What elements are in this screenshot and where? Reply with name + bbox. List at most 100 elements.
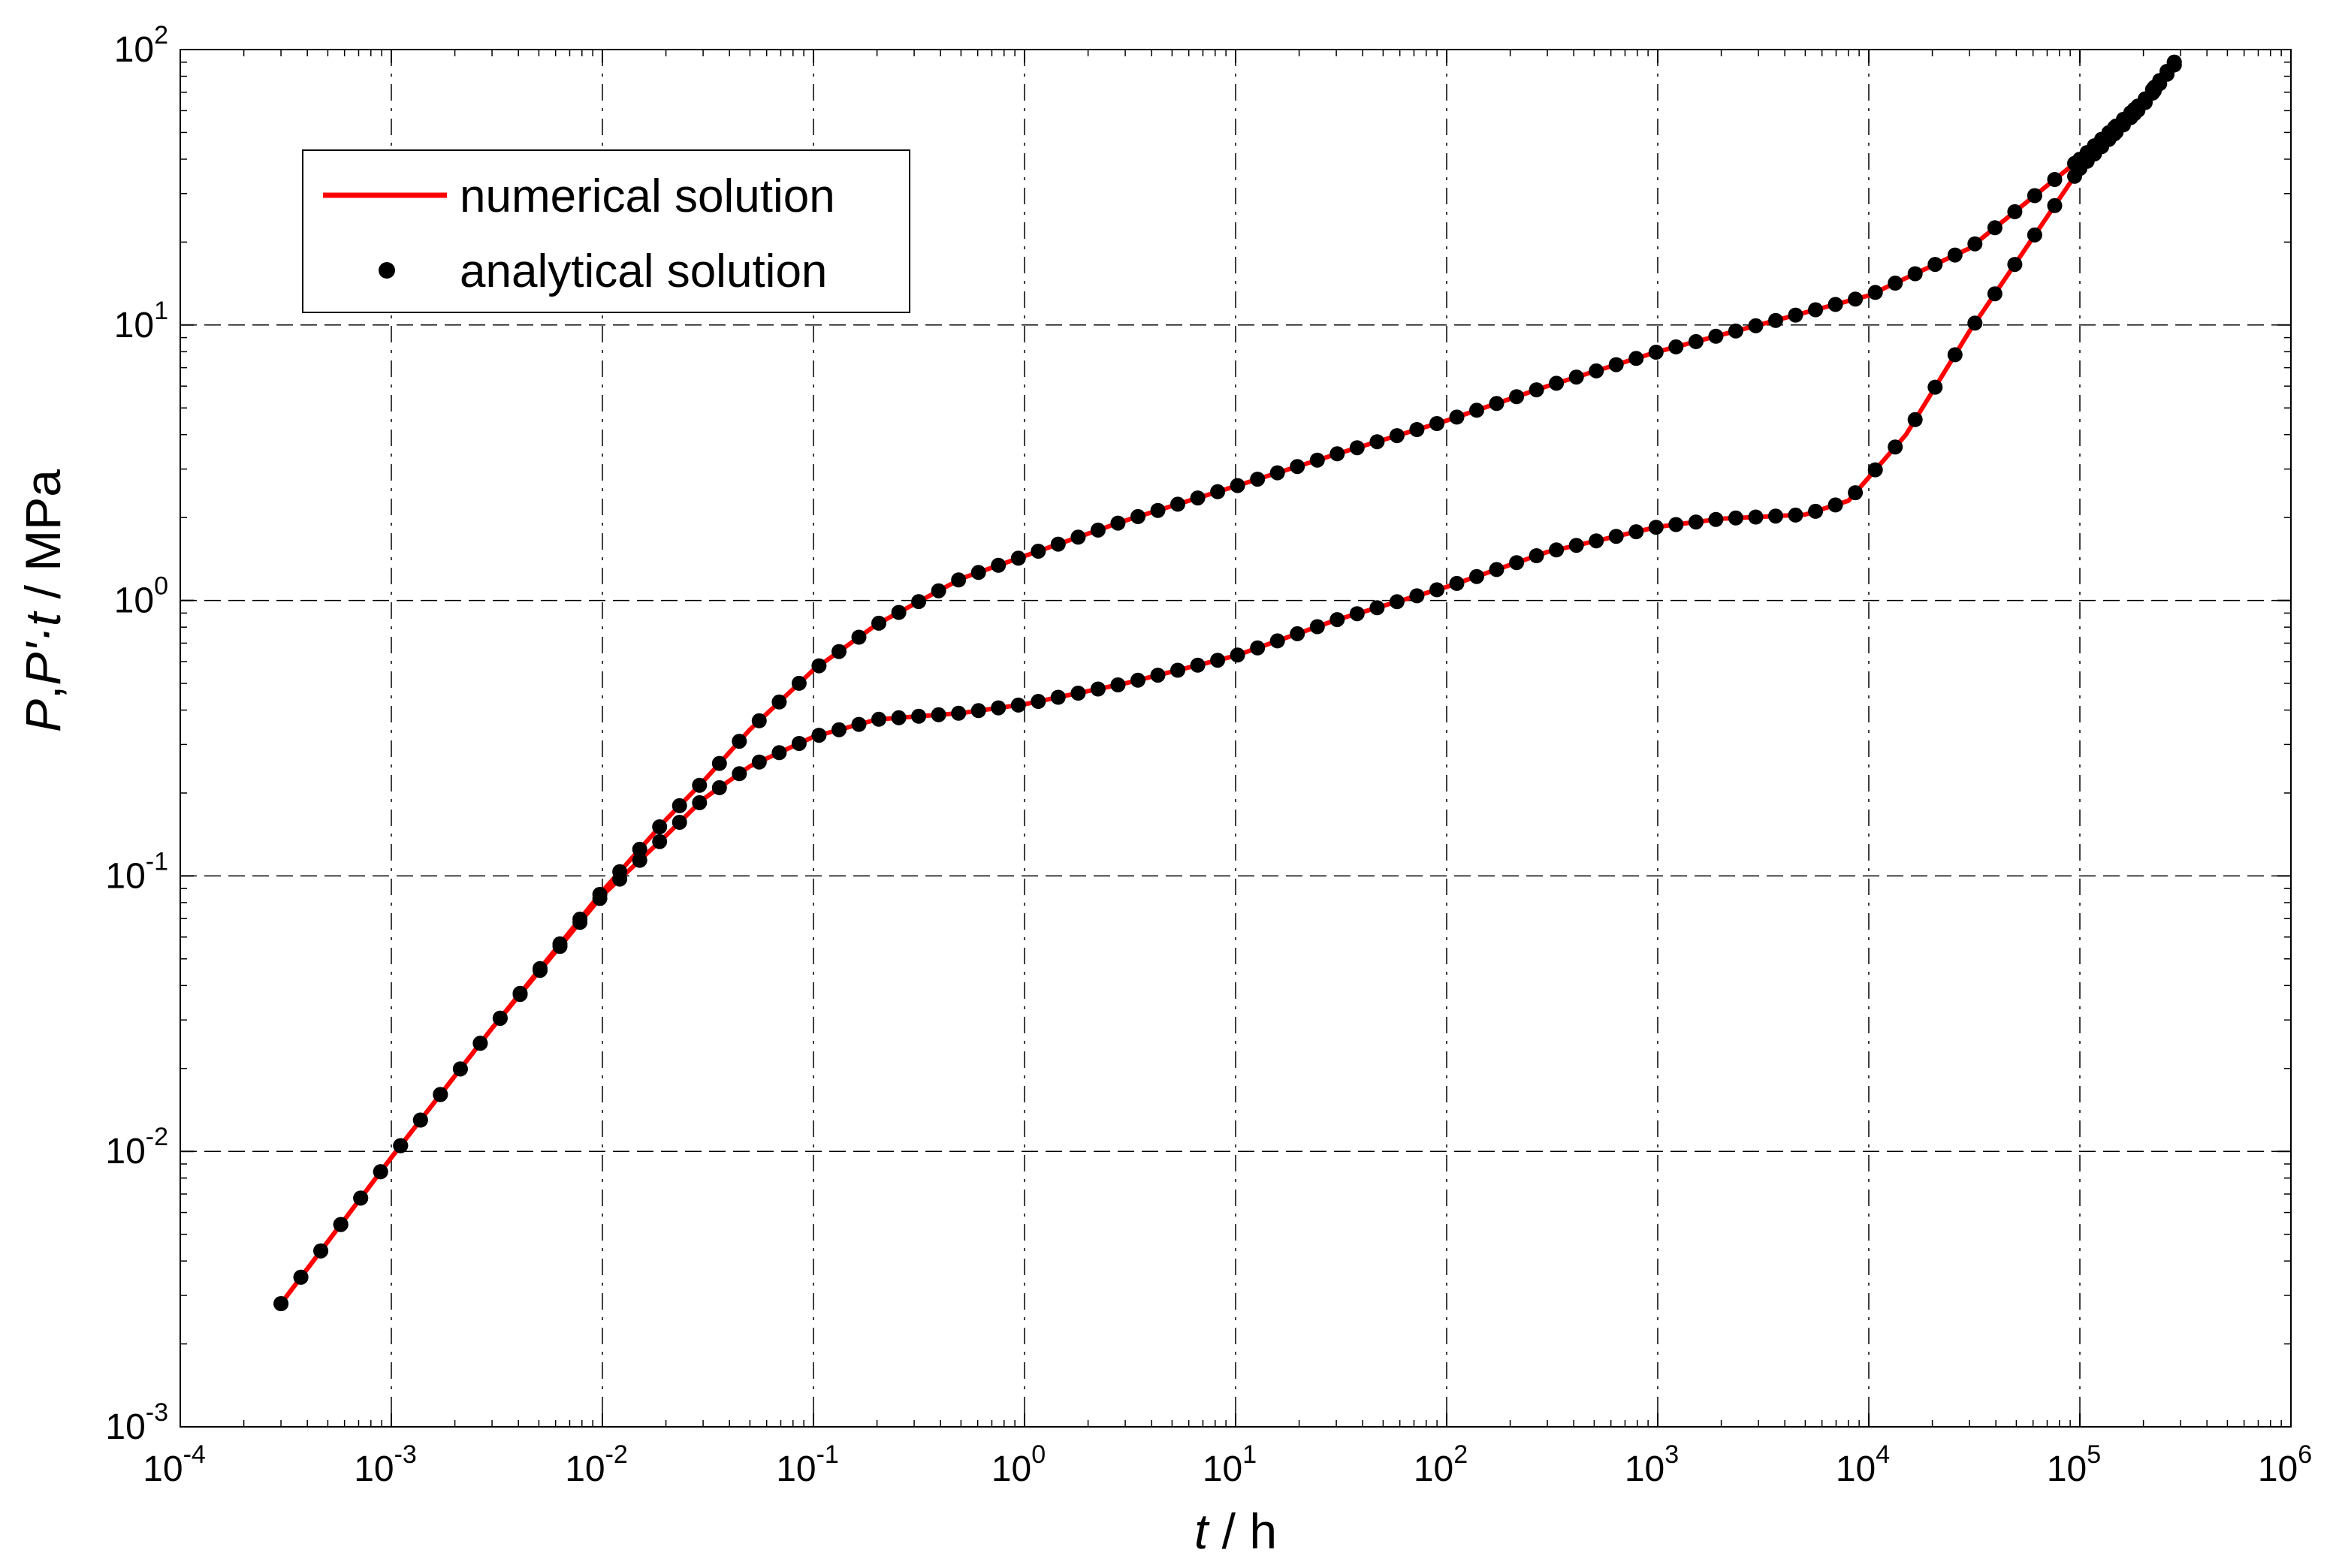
analytical-point-derivative xyxy=(592,891,608,906)
analytical-point-derivative xyxy=(791,736,807,751)
x-tick-label-base: 10 xyxy=(143,1449,183,1489)
x-tick-label-exponent: 3 xyxy=(1664,1440,1679,1469)
y-tick-label-exponent: -3 xyxy=(146,1398,168,1427)
y-tick-label-exponent: 0 xyxy=(154,572,168,601)
analytical-point-derivative xyxy=(931,707,946,722)
analytical-point-pressure xyxy=(831,644,847,659)
analytical-point-derivative xyxy=(1788,507,1803,523)
analytical-point-derivative xyxy=(572,915,588,930)
analytical-point-derivative xyxy=(1907,412,1923,427)
analytical-point-derivative xyxy=(632,852,647,868)
x-tick-labels: 10-4 10-3 10-2 10-1 100 101 102 103 104 105 106 xyxy=(143,1440,2312,1489)
y-axis-title: P,P'·t / MPa xyxy=(15,469,71,732)
analytical-point-pressure xyxy=(672,798,687,813)
analytical-point-pressure xyxy=(1010,550,1026,566)
analytical-point-pressure xyxy=(871,615,886,631)
analytical-point-derivative xyxy=(1210,653,1226,668)
analytical-point-pressure xyxy=(1888,276,1903,291)
x-tick-label: 10-1 xyxy=(776,1440,839,1489)
analytical-point-derivative xyxy=(1688,514,1704,530)
analytical-point-derivative xyxy=(652,834,668,849)
x-tick-label: 101 xyxy=(1203,1440,1257,1489)
analytical-point-derivative xyxy=(1170,662,1185,678)
y-tick-label-base: 10 xyxy=(114,581,154,621)
x-tick-label-base: 10 xyxy=(1203,1449,1242,1489)
analytical-point-derivative xyxy=(831,722,847,737)
analytical-point-pressure xyxy=(1668,339,1684,354)
analytical-point-pressure xyxy=(1808,302,1824,318)
analytical-point-derivative xyxy=(911,708,927,724)
analytical-point-derivative xyxy=(1489,562,1505,577)
analytical-point-derivative xyxy=(333,1217,349,1232)
analytical-point-derivative xyxy=(1967,315,1983,331)
analytical-point-derivative xyxy=(991,700,1007,716)
x-tick-label-base: 10 xyxy=(1836,1449,1876,1489)
analytical-point-pressure xyxy=(791,675,807,691)
x-tick-label-exponent: 0 xyxy=(1031,1440,1046,1469)
analytical-point-pressure xyxy=(991,557,1007,573)
legend-label-numerical: numerical solution xyxy=(460,170,835,222)
x-tick-label: 103 xyxy=(1625,1440,1679,1489)
analytical-point-pressure xyxy=(1827,297,1843,312)
analytical-point-pressure xyxy=(1309,452,1325,468)
analytical-point-pressure xyxy=(1967,236,1983,252)
analytical-point-derivative xyxy=(1409,588,1425,604)
analytical-point-derivative xyxy=(1449,575,1465,591)
analytical-point-derivative xyxy=(1050,689,1066,705)
analytical-point-derivative xyxy=(293,1269,309,1285)
y-tick-label-base: 10 xyxy=(105,856,145,896)
analytical-point-pressure xyxy=(1489,396,1505,412)
analytical-point-pressure xyxy=(1429,416,1444,431)
analytical-point-pressure xyxy=(851,629,867,645)
analytical-point-derivative xyxy=(2047,198,2063,213)
y-tick-label-exponent: 1 xyxy=(154,297,168,325)
analytical-point-derivative xyxy=(672,815,687,830)
y-tick-label-base: 10 xyxy=(105,1132,145,1171)
analytical-point-derivative xyxy=(612,871,628,887)
x-tick-label-exponent: 4 xyxy=(1876,1440,1890,1469)
analytical-point-pressure xyxy=(1788,307,1803,323)
analytical-point-derivative xyxy=(1309,619,1325,635)
analytical-point-pressure xyxy=(1031,544,1046,559)
analytical-point-pressure xyxy=(1210,484,1226,499)
analytical-point-pressure xyxy=(1708,328,1724,344)
analytical-point-derivative xyxy=(1010,697,1026,713)
analytical-point-derivative xyxy=(1927,379,1943,395)
analytical-point-derivative xyxy=(1589,533,1604,549)
grid xyxy=(180,50,2291,1427)
analytical-point-derivative xyxy=(1130,672,1145,688)
analytical-point-derivative xyxy=(811,728,827,743)
analytical-point-derivative xyxy=(1708,511,1724,527)
analytical-point-pressure xyxy=(891,605,907,620)
x-tick-label: 106 xyxy=(2258,1440,2312,1489)
y-tick-label: 102 xyxy=(114,21,168,70)
y-tick-label-base: 10 xyxy=(114,306,154,345)
analytical-point-pressure xyxy=(1190,490,1206,506)
analytical-point-derivative xyxy=(533,963,548,978)
analytical-point-pressure xyxy=(1349,440,1365,456)
analytical-point-derivative xyxy=(512,987,528,1003)
analytical-point-derivative xyxy=(412,1112,428,1128)
analytical-point-pressure xyxy=(951,572,967,588)
analytical-point-pressure xyxy=(1250,472,1266,487)
x-tick-label-base: 10 xyxy=(2258,1449,2298,1489)
analytical-point-pressure xyxy=(1449,409,1465,425)
x-tick-label-base: 10 xyxy=(1414,1449,1453,1489)
x-tick-label-exponent: 1 xyxy=(1242,1440,1257,1469)
analytical-point-derivative xyxy=(1608,529,1624,544)
analytical-point-derivative xyxy=(692,795,708,810)
analytical-point-derivative xyxy=(1389,594,1405,610)
analytical-point-derivative xyxy=(433,1087,448,1102)
analytical-point-pressure xyxy=(931,583,946,599)
analytical-point-derivative xyxy=(1987,286,2003,302)
legend-label-analytical: analytical solution xyxy=(460,246,827,297)
y-tick-label: 10-3 xyxy=(105,1398,168,1447)
analytical-point-pressure xyxy=(1230,478,1245,493)
x-tick-label-base: 10 xyxy=(776,1449,816,1489)
legend-dot-marker xyxy=(379,262,395,279)
analytical-point-pressure xyxy=(1290,459,1305,475)
analytical-point-pressure xyxy=(1987,220,2003,236)
analytical-point-derivative xyxy=(313,1243,329,1259)
analytical-point-derivative xyxy=(492,1011,508,1027)
analytical-point-derivative xyxy=(1150,668,1166,683)
